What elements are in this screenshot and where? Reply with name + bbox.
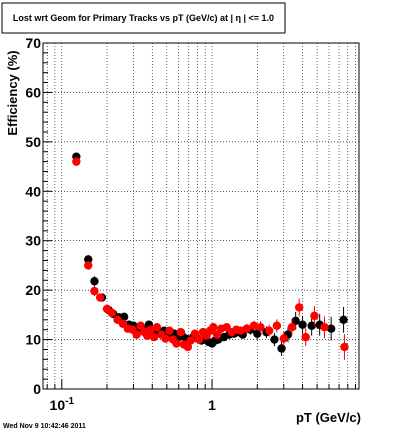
data-point-red — [242, 324, 251, 333]
data-point-red — [190, 329, 200, 338]
y-tick-label: 0 — [33, 381, 41, 397]
data-point-red — [340, 342, 349, 352]
data-point-black — [298, 320, 307, 329]
data-point-black — [270, 335, 279, 344]
data-point-black — [277, 344, 286, 353]
x-tick-label: 1 — [208, 397, 216, 413]
data-point-red — [95, 293, 105, 302]
data-point-red — [194, 335, 204, 344]
x-tick-label: 10-1 — [50, 396, 75, 413]
chart-title: Lost wrt Geom for Primary Tracks vs pT (… — [13, 13, 274, 23]
data-point-black — [84, 255, 93, 264]
data-point-red — [287, 323, 297, 332]
data-point-red — [152, 323, 162, 332]
data-point-red — [172, 339, 181, 348]
title-box — [1, 2, 286, 34]
y-tick-label: 50 — [25, 134, 41, 150]
data-point-red — [186, 336, 195, 345]
y-tick-label: 40 — [25, 183, 41, 199]
data-point-black — [253, 329, 262, 338]
data-point-red — [272, 321, 282, 330]
data-point-black — [326, 324, 336, 333]
data-point-red — [72, 157, 81, 166]
y-tick-label: 70 — [25, 35, 41, 51]
data-point-red — [176, 327, 186, 337]
data-point-black — [90, 277, 99, 286]
y-axis-label: Efficiency (%) — [5, 50, 20, 135]
x-axis-label: pT (GeV/c) — [296, 410, 361, 425]
data-point-red — [165, 326, 174, 335]
y-tick-label: 30 — [25, 233, 41, 249]
data-point-red — [294, 303, 304, 312]
y-tick-label: 10 — [25, 332, 41, 348]
y-tick-label: 20 — [25, 282, 41, 298]
data-point-red — [265, 326, 274, 335]
data-point-red — [301, 332, 310, 342]
y-tick-label: 60 — [25, 84, 41, 100]
data-point-red — [146, 325, 155, 334]
data-point-red — [209, 323, 218, 332]
data-point-red — [84, 261, 93, 270]
data-point-red — [212, 330, 222, 339]
timestamp: Wed Nov 9 10:42:46 2011 — [3, 423, 86, 430]
data-point-red — [90, 286, 99, 296]
data-point-red — [310, 311, 319, 321]
data-point-red — [320, 323, 329, 332]
data-point-red — [279, 334, 288, 343]
data-point-black — [291, 316, 300, 325]
data-point-red — [107, 308, 116, 318]
data-point-red — [183, 342, 193, 352]
data-point-black — [307, 321, 316, 330]
data-point-black — [339, 315, 348, 324]
data-marks — [72, 152, 349, 360]
data-point-red — [256, 323, 265, 332]
data-point-red — [132, 330, 141, 339]
data-point-red — [136, 321, 145, 330]
data-point-red — [249, 321, 259, 330]
axes: 0 10 20 30 40 50 60 70 10-1 1 — [25, 35, 356, 413]
data-point-red — [161, 334, 170, 343]
data-point-red — [149, 332, 159, 342]
data-point-black — [119, 312, 129, 322]
